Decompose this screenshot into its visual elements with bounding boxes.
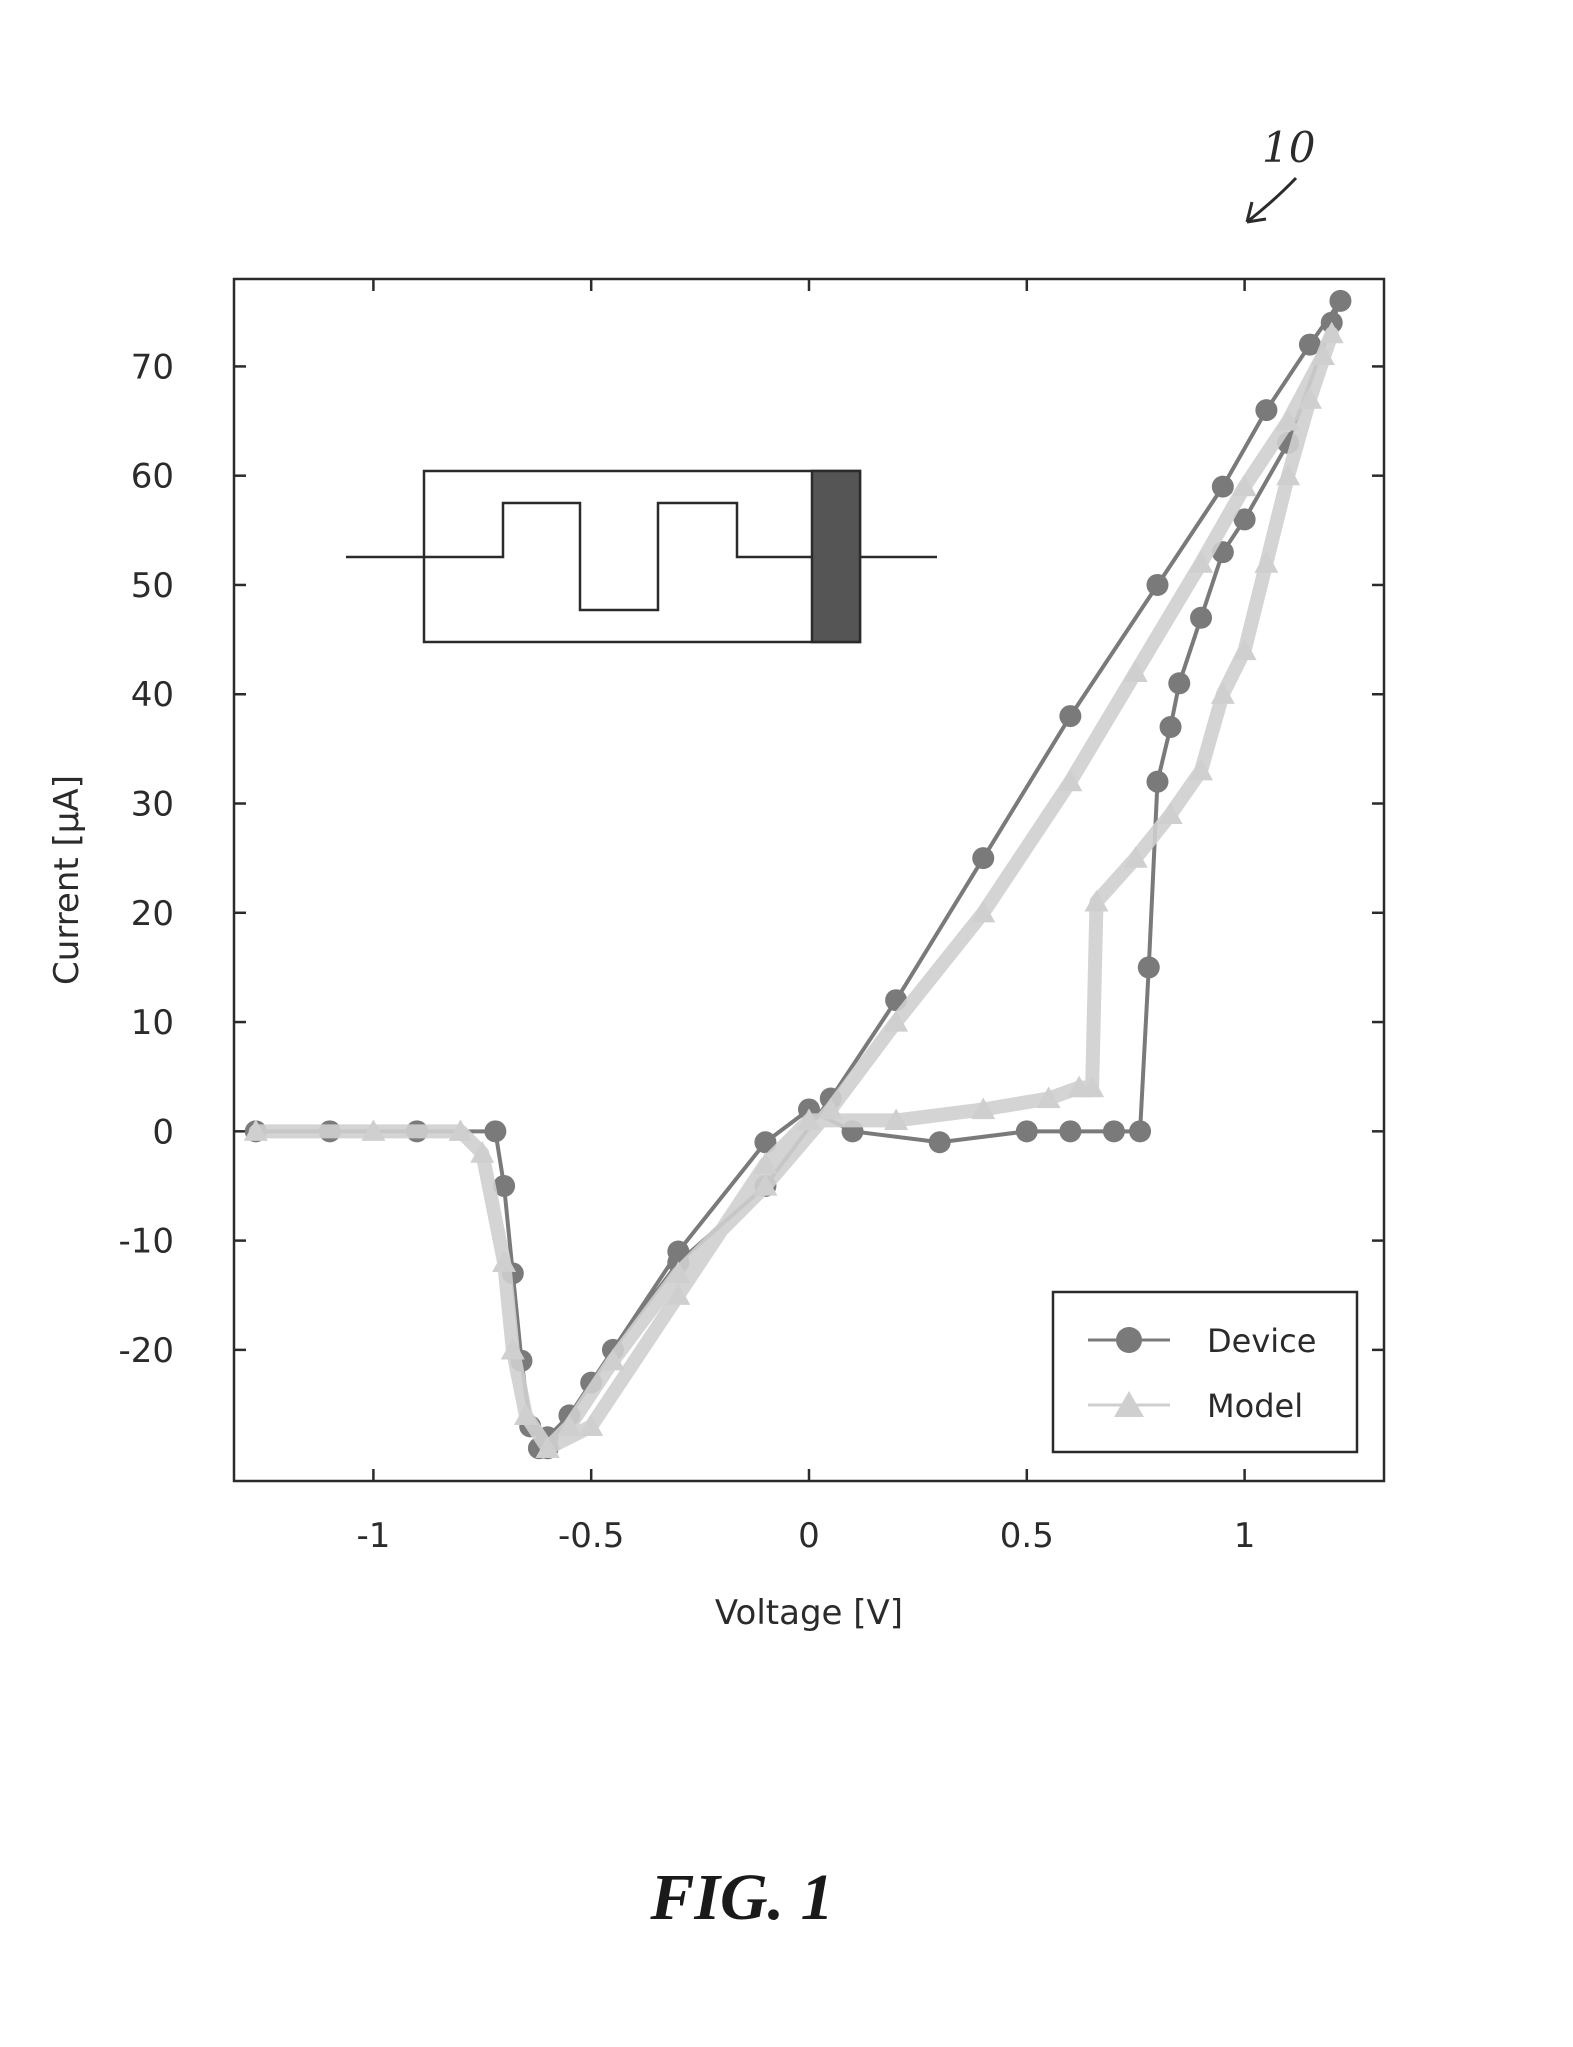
legend-device-label: Device bbox=[1207, 1322, 1316, 1360]
legend: Device Model bbox=[1053, 1292, 1357, 1452]
legend-box bbox=[1053, 1292, 1357, 1452]
x-axis-tick-labels: -1 -0.5 0 0.5 1 bbox=[356, 1516, 1255, 1556]
y-tick-label: 30 bbox=[131, 785, 174, 825]
legend-model-label: Model bbox=[1207, 1387, 1303, 1425]
y-tick-label: 40 bbox=[131, 675, 174, 715]
data-point bbox=[1146, 771, 1168, 793]
y-axis-ticks bbox=[234, 366, 1384, 1349]
data-point bbox=[484, 1120, 506, 1142]
reference-numeral: 10 bbox=[1262, 123, 1315, 172]
figure-caption: FIG. 1 bbox=[649, 1861, 833, 1934]
series-line bbox=[256, 301, 1341, 1448]
data-point bbox=[1059, 1120, 1081, 1142]
x-axis-title: Voltage [V] bbox=[715, 1593, 903, 1633]
series-model bbox=[244, 322, 1344, 1458]
y-tick-label: 60 bbox=[131, 457, 174, 497]
x-tick-label: -1 bbox=[356, 1516, 390, 1556]
data-point bbox=[1329, 290, 1351, 312]
data-point bbox=[1190, 607, 1212, 629]
chart: -1 -0.5 0 0.5 1 -20 -10 0 10 20 30 40 50 60 70 Voltag… bbox=[47, 279, 1384, 1633]
y-tick-label: 50 bbox=[131, 566, 174, 606]
y-tick-label: 10 bbox=[131, 1003, 174, 1043]
legend-device-marker bbox=[1116, 1327, 1142, 1353]
data-point bbox=[1168, 672, 1190, 694]
series-device bbox=[245, 290, 1352, 1459]
memristor-symbol-icon bbox=[346, 471, 937, 642]
x-tick-label: 1 bbox=[1234, 1516, 1256, 1556]
y-axis-tick-labels: -20 -10 0 10 20 30 40 50 60 70 bbox=[118, 347, 174, 1370]
data-point bbox=[1129, 1120, 1151, 1142]
data-point bbox=[972, 847, 994, 869]
data-point bbox=[1160, 716, 1182, 738]
series-layer bbox=[244, 290, 1352, 1459]
y-tick-label: -10 bbox=[118, 1222, 174, 1262]
x-tick-label: -0.5 bbox=[558, 1516, 624, 1556]
data-point bbox=[1146, 574, 1168, 596]
data-point bbox=[1059, 705, 1081, 727]
curved-arrow-icon bbox=[1247, 178, 1296, 222]
data-point bbox=[1138, 956, 1160, 978]
y-axis-title: Current [μA] bbox=[47, 775, 87, 985]
x-tick-label: 0.5 bbox=[1000, 1516, 1054, 1556]
figure-canvas: 10 -1 -0.5 0 0.5 1 -20 -10 0 10 20 30 40 50 60 70 Vol… bbox=[0, 0, 1573, 2047]
series-line bbox=[256, 334, 1332, 1449]
data-point bbox=[1212, 476, 1234, 498]
data-point bbox=[929, 1131, 951, 1153]
data-point bbox=[1016, 1120, 1038, 1142]
data-point bbox=[1103, 1120, 1125, 1142]
x-tick-label: 0 bbox=[798, 1516, 820, 1556]
y-tick-label: 70 bbox=[131, 347, 174, 387]
data-point bbox=[1255, 399, 1277, 421]
y-tick-label: 0 bbox=[152, 1112, 174, 1152]
y-tick-label: -20 bbox=[118, 1331, 174, 1371]
y-tick-label: 20 bbox=[131, 894, 174, 934]
